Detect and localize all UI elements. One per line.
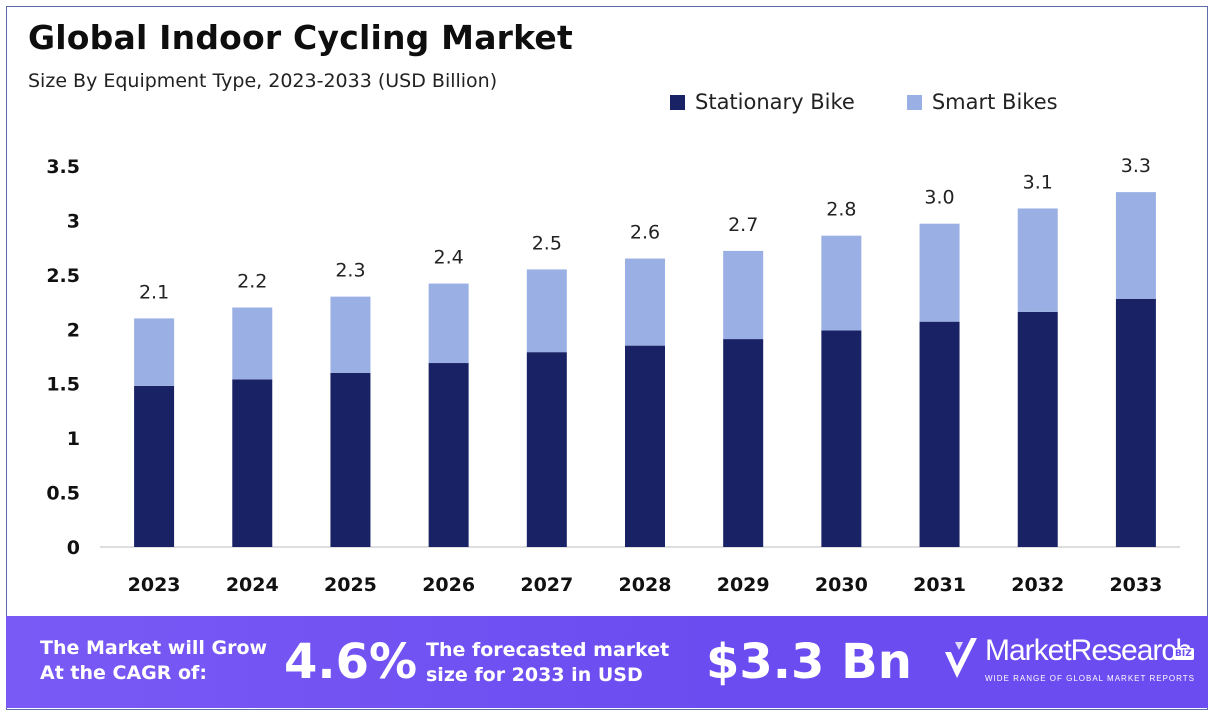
report-card [6, 6, 1208, 710]
x-tick-label: 2030 [815, 574, 868, 596]
bar-stationary [723, 339, 764, 547]
legend-swatch-smart [906, 94, 922, 110]
bar-smart [330, 296, 371, 373]
chart-title: Global Indoor Cycling Market [28, 18, 573, 57]
bar-total-label: 2.8 [826, 199, 856, 221]
y-tick-label: 3.5 [46, 156, 80, 178]
legend-label-smart: Smart Bikes [931, 90, 1058, 114]
x-tick-label: 2029 [717, 574, 770, 596]
stacked-bar-chart: 0 0.5 1 1.5 2 2.5 3 3.5 2.1 2023 2.2 2024 2.3 2025 2.4… [46, 155, 1180, 596]
x-tick-label: 2027 [520, 574, 573, 596]
y-tick-label: 2.5 [46, 265, 80, 287]
bar-smart [1017, 208, 1058, 312]
x-tick-label: 2032 [1011, 574, 1064, 596]
marketresearch-logo: MarketResearch BIZ WIDE RANGE OF GLOBAL … [941, 632, 1201, 692]
y-tick-label: 2 [67, 319, 80, 341]
bar-total-label: 3.1 [1023, 171, 1053, 193]
bar-stationary [330, 372, 371, 547]
bar-smart [1115, 192, 1156, 299]
x-tick-label: 2025 [324, 574, 377, 596]
bar-smart [919, 223, 960, 322]
bar-total-label: 2.2 [237, 271, 267, 293]
x-tick-label: 2024 [226, 574, 279, 596]
y-tick-label: 0.5 [46, 483, 80, 505]
bar-smart [625, 258, 665, 346]
bar-stationary [919, 321, 960, 547]
bar-stationary [428, 363, 469, 547]
bar-stationary [1115, 298, 1156, 547]
x-tick-label: 2028 [619, 574, 672, 596]
bar-smart [232, 307, 273, 380]
bar-total-label: 2.1 [139, 281, 169, 303]
bar-stationary [232, 379, 273, 547]
bar-total-label: 2.7 [728, 214, 758, 236]
bar-total-label: 2.5 [532, 232, 562, 254]
bar-smart [428, 283, 469, 364]
cagr-value: 4.6% [284, 634, 418, 690]
legend-label-stationary: Stationary Bike [695, 90, 855, 114]
x-tick-label: 2023 [128, 574, 181, 596]
logo-tagline: WIDE RANGE OF GLOBAL MARKET REPORTS [985, 674, 1195, 683]
x-tick-label: 2026 [422, 574, 475, 596]
forecast-label: The forecasted market size for 2033 in U… [426, 639, 670, 686]
bar-smart [526, 269, 567, 353]
legend-item-smart: Smart Bikes [906, 90, 1058, 114]
bar-stationary [821, 330, 862, 547]
y-tick-label: 1.5 [46, 374, 80, 396]
bar-stationary [1017, 311, 1058, 547]
logo-name: MarketResearch [985, 634, 1192, 667]
bar-smart [134, 318, 175, 386]
legend-swatch-stationary [670, 94, 685, 110]
bar-smart [821, 235, 862, 331]
bar-stationary [526, 352, 567, 547]
bar-total-label: 2.3 [335, 260, 365, 282]
bar-total-label: 3.3 [1121, 155, 1151, 177]
bar-total-label: 2.4 [434, 247, 464, 269]
legend-item-stationary: Stationary Bike [670, 90, 855, 114]
forecast-value: $3.3 Bn [706, 634, 912, 690]
bar-stationary [625, 345, 665, 547]
legend: Stationary Bike Smart Bikes [670, 90, 1058, 114]
x-tick-label: 2033 [1109, 574, 1162, 596]
logo-check-icon [945, 638, 977, 678]
y-tick-label: 1 [67, 428, 80, 450]
bar-total-label: 3.0 [924, 187, 954, 209]
bar-stationary [134, 385, 175, 547]
y-tick-label: 3 [67, 210, 80, 232]
cagr-label: The Market will Grow At the CAGR of: [40, 637, 268, 684]
y-tick-label: 0 [67, 537, 80, 559]
bar-smart [723, 250, 764, 340]
logo-badge: BIZ [1173, 648, 1194, 660]
summary-banner: The Market will Grow At the CAGR of: 4.6… [6, 616, 1208, 708]
chart-subtitle: Size By Equipment Type, 2023-2033 (USD B… [28, 70, 498, 92]
bar-total-label: 2.6 [630, 222, 660, 244]
x-tick-label: 2031 [913, 574, 966, 596]
